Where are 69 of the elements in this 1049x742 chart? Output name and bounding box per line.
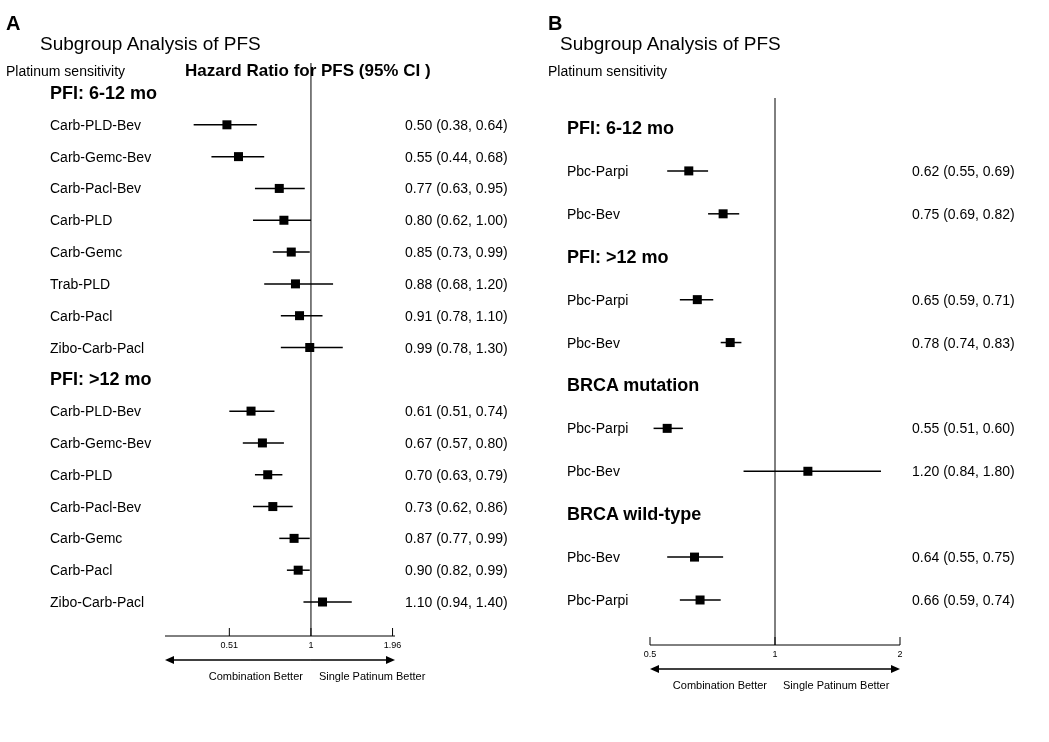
- x-tick-label: 1.96: [383, 640, 402, 650]
- y-tick-label: Carb-Gemc: [50, 244, 123, 261]
- y-tick-label: Pbc-Bev: [567, 205, 620, 222]
- y-tick-label: Carb-PLD: [50, 212, 113, 229]
- y-tick-label: Carb-Gemc: [50, 530, 123, 547]
- chart-title: Subgroup Analysis of PFS: [40, 33, 261, 54]
- data-label: 0.67 (0.57, 0.80): [405, 434, 508, 451]
- text: Single Patinum Better: [318, 670, 426, 682]
- y-tick-label: Pbc-Parpi: [567, 162, 629, 179]
- y-tick-label: Carb-Gemc-Bev: [50, 148, 152, 165]
- y-tick-label: PFI: 6-12 mo: [567, 118, 675, 138]
- chart-subtitle: Platinum sensitivity: [6, 63, 126, 79]
- y-tick-label: PFI: >12 mo: [50, 369, 152, 390]
- text: B: [548, 12, 563, 34]
- text: Combination Better: [672, 679, 768, 691]
- data-label: 0.85 (0.73, 0.99): [405, 244, 508, 261]
- y-tick-label: Pbc-Bev: [567, 549, 620, 566]
- y-tick-label: PFI: 6-12 mo: [50, 83, 158, 103]
- y-tick-label: Pbc-Parpi: [567, 420, 629, 437]
- data-label: 0.75 (0.69, 0.82): [912, 205, 1015, 222]
- y-tick-label: Carb-Pacl: [50, 562, 113, 579]
- y-tick-label: BRCA mutation: [567, 375, 700, 396]
- y-tick-label: Carb-Pacl-Bev: [50, 180, 142, 197]
- y-tick-label: Carb-PLD-Bev: [50, 116, 142, 133]
- y-tick-label: Zibo-Carb-Pacl: [50, 594, 145, 610]
- y-tick-label: Carb-PLD-Bev: [50, 403, 142, 420]
- y-tick-label: Carb-PLD: [50, 466, 113, 483]
- y-tick-label: Carb-Pacl-Bev: [50, 498, 142, 515]
- x-tick-label: 0.51: [220, 640, 239, 650]
- data-label: 0.77 (0.63, 0.95): [405, 180, 508, 197]
- x-tick-label: 1: [772, 649, 778, 659]
- y-tick-label: Zibo-Carb-Pacl: [50, 339, 145, 356]
- data-label: 0.64 (0.55, 0.75): [912, 549, 1015, 566]
- annotation: Hazard Ratio for PFS (95% CI ): [185, 61, 431, 80]
- data-label: 0.87 (0.77, 0.99): [405, 530, 508, 547]
- data-label: 0.66 (0.59, 0.74): [912, 592, 1015, 608]
- data-label: 1.10 (0.94, 1.40): [405, 594, 508, 610]
- data-label: 1.20 (0.84, 1.80): [912, 463, 1015, 480]
- y-tick-label: Pbc-Bev: [567, 334, 620, 351]
- data-label: 0.91 (0.78, 1.10): [405, 307, 508, 324]
- data-label: 0.73 (0.62, 0.86): [405, 498, 508, 515]
- data-label: 0.50 (0.38, 0.64): [405, 116, 508, 133]
- y-tick-label: Pbc-Parpi: [567, 592, 629, 608]
- data-label: 0.90 (0.82, 0.99): [405, 562, 508, 579]
- data-label: 0.65 (0.59, 0.71): [912, 291, 1015, 308]
- x-tick-label: 2: [897, 649, 903, 659]
- chart-subtitle: Platinum sensitivity: [548, 63, 668, 79]
- data-label: 0.62 (0.55, 0.69): [912, 162, 1015, 179]
- data-label: 0.61 (0.51, 0.74): [405, 403, 508, 420]
- data-label: 0.55 (0.51, 0.60): [912, 420, 1015, 437]
- text: A: [6, 12, 21, 34]
- x-tick-label: 1: [308, 640, 314, 650]
- y-tick-label: Carb-Gemc-Bev: [50, 434, 152, 451]
- data-label: 0.88 (0.68, 1.20): [405, 275, 508, 292]
- data-label: 0.70 (0.63, 0.79): [405, 466, 508, 483]
- chart-title: Subgroup Analysis of PFS: [560, 33, 781, 54]
- y-tick-label: BRCA wild-type: [567, 504, 702, 525]
- data-label: 0.78 (0.74, 0.83): [912, 334, 1015, 351]
- y-tick-label: Pbc-Parpi: [567, 291, 629, 308]
- data-label: 0.99 (0.78, 1.30): [405, 339, 508, 356]
- y-tick-label: Pbc-Bev: [567, 463, 620, 480]
- text: Combination Better: [208, 670, 304, 682]
- data-label: 0.80 (0.62, 1.00): [405, 212, 508, 229]
- data-label: 0.55 (0.44, 0.68): [405, 148, 508, 165]
- y-tick-label: PFI: >12 mo: [567, 246, 669, 267]
- text: Single Patinum Better: [783, 679, 890, 691]
- y-tick-label: Trab-PLD: [50, 275, 111, 292]
- x-tick-label: 0.5: [643, 649, 657, 659]
- y-tick-label: Carb-Pacl: [50, 307, 113, 324]
